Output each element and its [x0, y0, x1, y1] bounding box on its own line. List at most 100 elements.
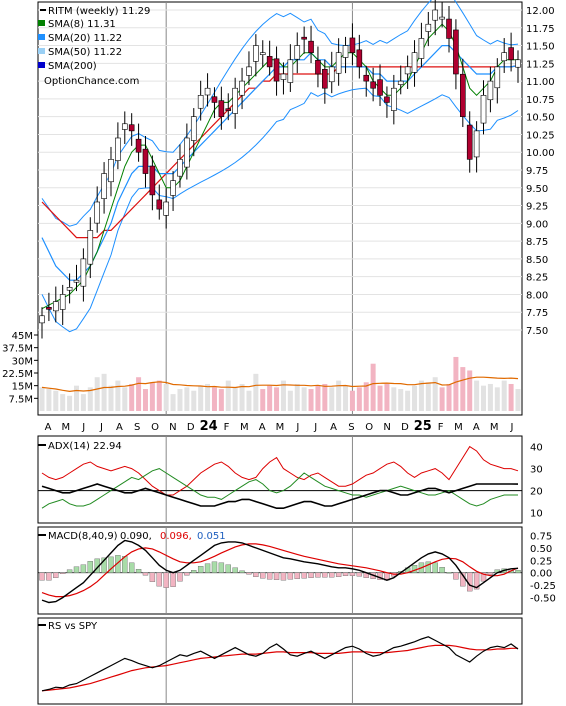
volume-bar	[287, 390, 293, 411]
volume-tick-label: 37.5M	[2, 344, 33, 355]
volume-bar	[198, 385, 204, 411]
x-tick-label: M	[276, 422, 285, 433]
x-tick-label: M	[490, 422, 499, 433]
candle-body	[391, 87, 397, 111]
volume-bar	[370, 363, 376, 411]
sma8-line	[41, 23, 518, 310]
volume-bar	[246, 390, 252, 411]
adx-tick-label: 20	[530, 487, 543, 498]
volume-bar	[115, 380, 121, 411]
volume-bar	[474, 380, 480, 411]
candle-body	[301, 36, 307, 40]
adx-tick-label: 30	[530, 465, 543, 476]
macd-histogram-bar	[59, 572, 66, 574]
volume-bar	[418, 380, 424, 411]
candle-body	[308, 40, 314, 53]
volume-tick-label: 30M	[12, 356, 33, 367]
candle-body	[66, 287, 73, 291]
x-tick-label: N	[169, 422, 176, 433]
candle-body	[128, 124, 135, 132]
sma20-line	[41, 44, 519, 281]
macd-histogram-bar	[473, 572, 480, 590]
x-tick-label: F	[224, 422, 230, 433]
volume-bar	[391, 387, 397, 411]
price-legend: RITM (weekly) 11.29 SMA(8) 11.31 SMA(20)…	[38, 6, 150, 87]
macd-histogram-bar	[80, 564, 87, 573]
legend-label-sma200: SMA(200)	[48, 61, 97, 72]
macd-tick-label: 0.00	[530, 569, 552, 580]
candle-body	[177, 159, 183, 177]
candle-body	[356, 49, 363, 68]
macd-histogram-bar	[266, 572, 273, 580]
macd-signal-value: 0.096,	[160, 531, 192, 542]
macd-histogram-bar	[73, 566, 80, 573]
legend-label-sma20: SMA(20) 11.22	[48, 33, 122, 44]
legend-label-sma50: SMA(50) 11.22	[48, 47, 122, 58]
macd-histogram-bar	[46, 572, 52, 581]
candle-body	[397, 80, 404, 85]
adx-tick-label: 10	[530, 509, 543, 520]
volume-bar	[508, 383, 514, 411]
volume-bar	[405, 390, 411, 411]
volume-bar	[308, 389, 314, 411]
macd-histogram-bar	[446, 572, 452, 574]
macd-histogram-bar	[232, 567, 238, 573]
candle-body	[501, 52, 508, 62]
volume-bar	[301, 387, 307, 411]
volume-tick-label: 22.5M	[2, 369, 33, 380]
volume-bar	[225, 380, 231, 411]
volume-bar	[494, 387, 500, 411]
price-panel	[39, 0, 521, 339]
macd-histogram-bar	[480, 572, 487, 582]
volume-tick-label: 45M	[12, 331, 33, 342]
volume-bar	[267, 385, 273, 411]
candle-body	[273, 58, 280, 82]
macd-tick-label: 0.25	[530, 556, 552, 567]
rs-ma-line	[41, 644, 518, 692]
macd-histogram-bar	[184, 572, 190, 576]
volume-bar	[46, 389, 52, 411]
volume-bar	[460, 367, 466, 411]
volume-bar	[343, 385, 349, 411]
plus-di-line	[41, 445, 519, 496]
macd-histogram-bar	[246, 572, 252, 575]
volume-bar	[39, 387, 45, 411]
candle-body	[259, 52, 266, 55]
candle-body	[280, 73, 287, 80]
candle-body	[225, 108, 232, 111]
rs-panel	[41, 636, 519, 692]
candle-body	[218, 100, 225, 117]
macd-histogram-bar	[225, 564, 231, 573]
candle-body	[73, 279, 80, 283]
macd-signal-line	[41, 543, 519, 598]
volume-bar	[280, 380, 286, 411]
x-tick-label: J	[510, 422, 514, 433]
price-tick-label: 11.00	[526, 77, 555, 88]
candle-body	[101, 173, 107, 199]
macd-legend: MACD(8,40,9) 0.090, 0.096, 0.051	[38, 531, 226, 542]
candle-body	[121, 123, 128, 130]
rs-legend: RS vs SPY	[38, 621, 98, 632]
macd-histogram-bar	[439, 567, 445, 573]
volume-bar	[232, 387, 238, 411]
candle-body	[239, 80, 245, 96]
candle-body	[287, 59, 294, 83]
volume-tick-label: 7.5M	[8, 394, 33, 405]
candle-body	[163, 201, 169, 216]
volume-bar	[211, 387, 217, 411]
macd-histogram-bar	[301, 572, 307, 579]
x-tick-label: F	[438, 422, 444, 433]
candle-body	[349, 37, 356, 53]
rs-line	[41, 636, 519, 692]
macd-tick-label: -0.25	[530, 581, 556, 592]
volume-bar	[398, 389, 404, 411]
price-frame	[37, 1, 523, 416]
x-tick-label: S	[134, 422, 140, 433]
macd-tick-label: 0.75	[530, 531, 552, 542]
price-tick-label: 7.75	[526, 308, 548, 319]
macd-histogram-bar	[315, 572, 321, 578]
candle-body	[184, 137, 190, 168]
candle-body	[446, 18, 452, 39]
volume-bar	[156, 380, 162, 411]
macd-histogram-bar	[515, 570, 521, 573]
